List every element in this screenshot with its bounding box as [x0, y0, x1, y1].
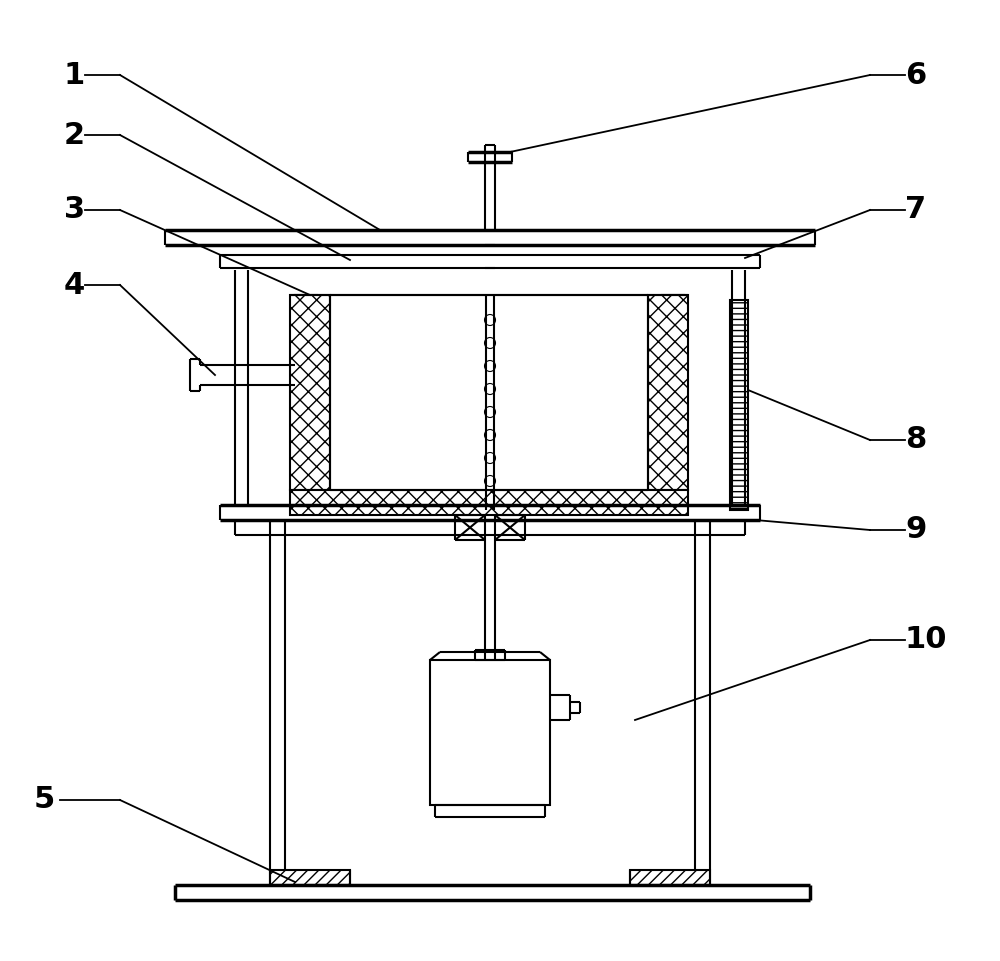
Text: 6: 6	[905, 61, 926, 89]
Bar	[662, 295, 684, 510]
Bar	[430, 660, 550, 805]
Polygon shape	[648, 295, 688, 490]
Text: 2: 2	[64, 120, 85, 150]
Text: 3: 3	[64, 195, 85, 225]
Bar	[270, 870, 350, 885]
Text: 8: 8	[905, 426, 926, 455]
Bar	[630, 870, 710, 885]
Text: 10: 10	[905, 626, 948, 654]
Text: 7: 7	[905, 195, 926, 225]
Text: 5: 5	[34, 785, 55, 815]
Polygon shape	[290, 295, 330, 490]
Text: 1: 1	[64, 61, 85, 89]
Bar	[295, 295, 317, 510]
Bar	[730, 300, 748, 510]
Text: 4: 4	[64, 270, 85, 300]
Text: 9: 9	[905, 515, 926, 545]
Polygon shape	[290, 490, 688, 515]
